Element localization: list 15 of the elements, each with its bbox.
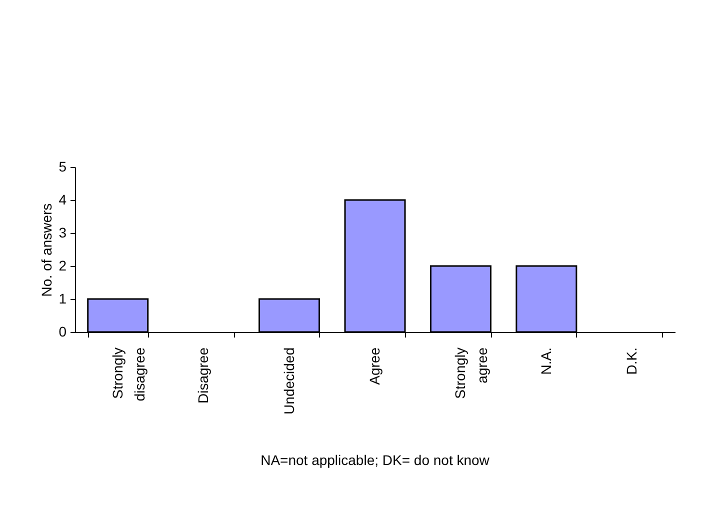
y-tick-label: 2 xyxy=(58,258,67,274)
y-tick-label: 4 xyxy=(58,192,67,208)
y-tick-label: 5 xyxy=(58,158,67,174)
x-tick-label: Strongly agree xyxy=(452,347,490,399)
x-tick-label: N.A. xyxy=(538,348,554,375)
y-axis-title: No. of answers xyxy=(38,203,55,297)
text: NA=not applicable; DK= do not know xyxy=(260,452,490,468)
y-tick-label: 0 xyxy=(58,324,67,340)
x-tick-label: D.K. xyxy=(624,348,640,375)
x-tick-label: Undecided xyxy=(280,348,297,414)
x-tick-label: Agree xyxy=(366,347,382,385)
x-tick-label: Strongly disagree xyxy=(109,347,148,402)
y-tick-label: 3 xyxy=(58,224,67,240)
x-tick-label: Disagree xyxy=(195,347,212,404)
y-tick-label: 1 xyxy=(58,290,67,306)
